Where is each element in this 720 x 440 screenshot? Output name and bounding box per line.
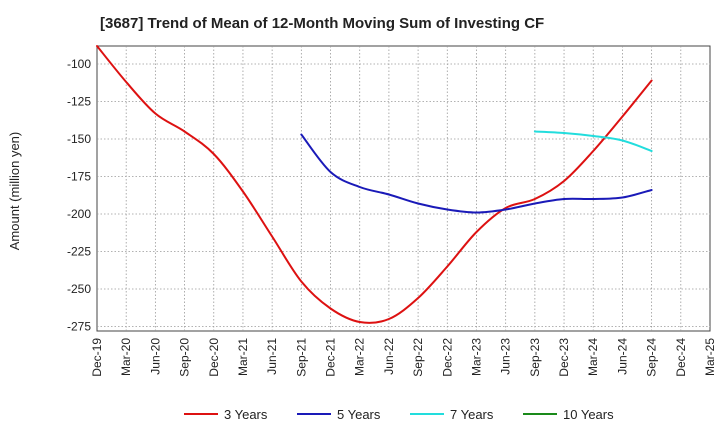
plot-frame xyxy=(96,45,711,332)
y-tick-label: -150 xyxy=(67,132,91,146)
legend-label-3-years: 3 Years xyxy=(224,407,268,422)
x-tick-label: Sep-20 xyxy=(178,338,192,377)
legend-label-7-years: 7 Years xyxy=(450,407,494,422)
y-tick-label: -250 xyxy=(67,282,91,296)
x-tick-label: Sep-21 xyxy=(294,338,308,377)
x-tick-label: Mar-23 xyxy=(469,338,483,376)
x-tick-label: Sep-22 xyxy=(411,338,425,377)
x-tick-label: Dec-19 xyxy=(90,338,104,377)
x-tick-label: Dec-21 xyxy=(324,338,338,377)
x-tick-label: Dec-23 xyxy=(557,338,571,377)
y-tick-label: -100 xyxy=(67,57,91,71)
series-line-5-years xyxy=(300,133,653,214)
x-tick-label: Mar-24 xyxy=(586,338,600,376)
y-tick-label: -175 xyxy=(67,170,91,184)
y-tick-label: -225 xyxy=(67,245,91,259)
x-tick-label: Mar-20 xyxy=(119,338,133,376)
legend: 3 Years 5 Years 7 Years 10 Years xyxy=(184,407,614,422)
x-tick-label: Jun-20 xyxy=(148,338,162,375)
series-line-3-years xyxy=(96,45,653,324)
x-tick-label: Mar-21 xyxy=(236,338,250,376)
x-tick-label: Dec-20 xyxy=(207,338,221,377)
x-tick-label: Mar-25 xyxy=(703,338,717,376)
y-tick-label: -200 xyxy=(67,207,91,221)
chart-title: [3687] Trend of Mean of 12-Month Moving … xyxy=(100,15,544,32)
x-tick-label: Jun-22 xyxy=(382,338,396,375)
x-tick-label: Dec-24 xyxy=(674,338,688,377)
y-axis-label: Amount (million yen) xyxy=(7,132,22,251)
series-line-7-years xyxy=(533,130,653,152)
x-tick-label: Jun-23 xyxy=(499,338,513,375)
plot-area: Dec-19 Mar-20 Jun-20 Sep-20 Dec-20 Mar-21 Jun-… xyxy=(67,45,717,377)
x-tick-label: Sep-23 xyxy=(528,338,542,377)
x-tick-label: Mar-22 xyxy=(353,338,367,376)
x-tick-label: Jun-24 xyxy=(615,338,629,375)
legend-label-10-years: 10 Years xyxy=(563,407,614,422)
x-tick-label: Sep-24 xyxy=(645,338,659,377)
y-tick-label: -275 xyxy=(67,320,91,334)
x-tick-label: Dec-22 xyxy=(440,338,454,377)
x-tick-label: Jun-21 xyxy=(265,338,279,375)
legend-label-5-years: 5 Years xyxy=(337,407,381,422)
y-tick-label: -125 xyxy=(67,95,91,109)
